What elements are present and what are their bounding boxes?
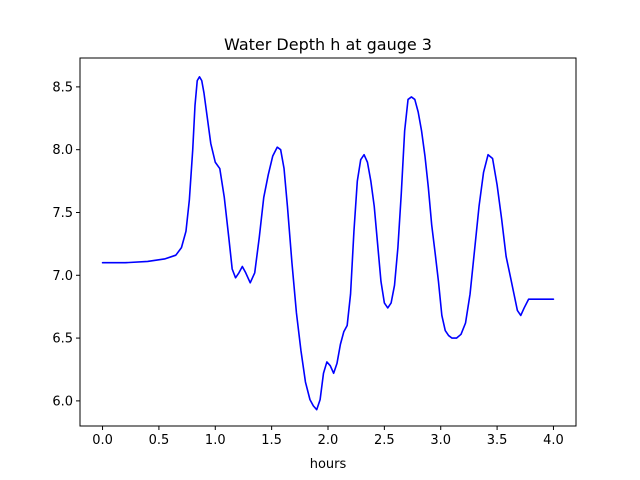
y-tick-label: 7.5 (52, 206, 73, 221)
x-tick-label: 4.0 (543, 433, 564, 448)
y-axis: 6.0 6.5 7.0 7.5 8.0 8.5 (52, 80, 80, 409)
x-tick-label: 0.5 (149, 433, 170, 448)
x-tick-label: 3.0 (430, 433, 451, 448)
chart-title: Water Depth h at gauge 3 (224, 35, 432, 54)
x-axis-label: hours (310, 457, 347, 472)
x-tick-label: 1.0 (205, 433, 226, 448)
y-tick-label: 8.0 (52, 143, 73, 158)
plot-frame (79, 57, 577, 427)
x-tick-label: 0.0 (92, 433, 113, 448)
y-tick-label: 7.0 (52, 269, 73, 284)
x-tick-label: 3.5 (487, 433, 508, 448)
x-tick-label: 1.5 (261, 433, 282, 448)
y-tick-label: 8.5 (52, 80, 73, 95)
x-axis: 0.0 0.5 1.0 1.5 2.0 2.5 3.0 3.5 4.0 (92, 426, 564, 448)
series-line-1 (101, 76, 555, 411)
y-tick-label: 6.5 (52, 332, 73, 347)
plot-area (79, 57, 577, 427)
y-tick-label: 6.0 (52, 394, 73, 409)
x-tick-label: 2.0 (318, 433, 339, 448)
x-tick-label: 2.5 (374, 433, 395, 448)
